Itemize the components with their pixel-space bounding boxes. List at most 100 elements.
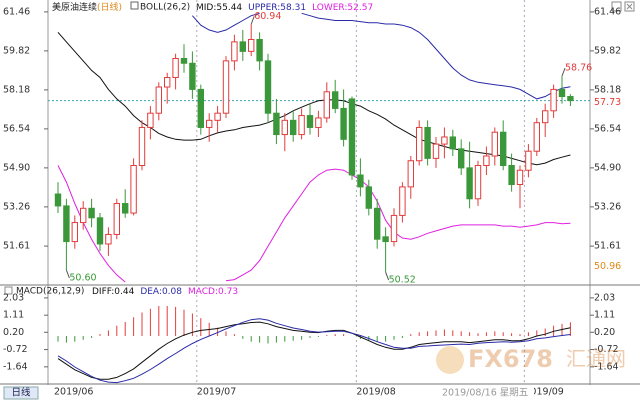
candle-body	[508, 164, 515, 186]
legend-entry: UPPER:58.31	[248, 3, 306, 13]
annotation: 60.94	[254, 11, 281, 22]
candle-body	[567, 96, 574, 102]
y-tick-label: 51.61	[3, 241, 30, 252]
y-tick-label: 56.54	[3, 123, 30, 134]
y-tick-label: 51.61	[594, 241, 621, 252]
window-icons	[611, 1, 635, 12]
annotation: 50.60	[69, 273, 96, 284]
y-tick-label: -0.72	[3, 344, 28, 355]
annotation: 50.52	[389, 275, 416, 286]
candle-body	[315, 117, 322, 128]
restore-button[interactable]	[611, 1, 622, 12]
candle-body	[189, 62, 196, 90]
candle-body	[323, 91, 331, 119]
candle-body	[96, 217, 104, 245]
y-tick-label: 61.46	[594, 6, 621, 17]
candle-body	[332, 91, 339, 109]
watermark-logo	[436, 346, 464, 374]
legend: MID:55.44 UPPER:58.31 LOWER:52.57	[196, 3, 373, 13]
cursor-date-box	[438, 386, 534, 399]
candle-body	[88, 207, 95, 219]
y-tick-label: 59.82	[594, 45, 621, 56]
period-tab-label[interactable]: 日线	[11, 387, 31, 399]
close-glyph	[626, 3, 633, 10]
candle-body	[340, 107, 347, 140]
candle-body	[407, 160, 415, 188]
watermark: FX678 汇通网	[436, 345, 626, 374]
annotation-leader	[385, 271, 390, 281]
y-tick-label: 59.82	[3, 45, 30, 56]
candle-body	[180, 57, 188, 64]
indicator-name: BOLL(26,2)	[140, 3, 190, 13]
candle-body	[290, 119, 297, 136]
period: (日线)	[97, 1, 122, 13]
indicator-icon[interactable]	[130, 1, 139, 10]
close-button[interactable]	[624, 1, 635, 12]
candle-body	[281, 119, 289, 136]
watermark-brand: FX678	[468, 345, 553, 373]
y-tick-label: 2.03	[594, 292, 615, 303]
candle-body	[273, 112, 280, 136]
candle-body	[147, 112, 154, 128]
candle-body	[130, 164, 137, 214]
y-tick-label: -1.64	[594, 361, 619, 372]
candle-body	[256, 38, 263, 62]
x-tick-label: 2019/09	[524, 387, 563, 398]
side-marker-label: 50.96	[594, 261, 621, 272]
candle-body	[80, 207, 87, 224]
watermark-site: 汇通网	[566, 347, 626, 371]
last-price-label: 57.73	[594, 97, 621, 108]
candle-body	[122, 203, 129, 214]
header-line: 美原油连续(日线)	[52, 1, 122, 13]
candle-body	[264, 60, 272, 114]
candle-body	[248, 38, 255, 52]
x-tick-label: 2019/06	[54, 387, 93, 398]
y-tick-label: 0.20	[594, 327, 615, 338]
legend-entry: MACD:0.73	[188, 287, 238, 297]
candle-body	[491, 131, 499, 157]
y-tick-label: 0.20	[3, 327, 24, 338]
y-tick-label: 2.03	[3, 292, 24, 303]
candle-body	[466, 167, 473, 200]
y-tick-label: 53.26	[594, 201, 621, 212]
x-tick-label: 2019/07	[197, 387, 236, 398]
y-tick-label: -1.64	[3, 361, 28, 372]
candle-body	[416, 126, 423, 162]
candle-body	[458, 148, 465, 169]
candle-body	[206, 119, 213, 128]
boll-line	[192, 12, 571, 100]
y-tick-label: 1.11	[594, 310, 615, 321]
period-tab[interactable]	[3, 386, 39, 400]
boll-line	[57, 31, 571, 166]
candle-body	[533, 122, 540, 152]
boll-line	[57, 165, 571, 283]
candle-body	[222, 60, 230, 114]
candle-body	[500, 131, 507, 166]
annotation-leader	[250, 16, 255, 25]
candle-body	[382, 236, 389, 243]
candle-body	[54, 193, 62, 207]
candle-body	[550, 88, 557, 112]
candle-body	[449, 136, 457, 150]
candle-body	[63, 205, 70, 243]
y-tick-label: -0.72	[594, 344, 619, 355]
candle-body	[483, 155, 490, 166]
instrument: 美原油连续	[52, 1, 97, 13]
candle-body	[525, 150, 532, 171]
candle-body	[71, 222, 78, 243]
candle-body	[474, 164, 482, 200]
candle-body	[155, 86, 163, 114]
candle-body	[542, 110, 549, 124]
panel-icon[interactable]	[4, 286, 13, 295]
candle-body	[441, 136, 448, 145]
candle-body	[105, 233, 112, 245]
annotation-leader	[65, 269, 70, 279]
candle-body	[424, 126, 431, 159]
y-tick-label: 54.90	[3, 162, 30, 173]
candle-body	[348, 98, 356, 176]
candle-body	[214, 112, 221, 121]
macd-line	[57, 318, 571, 384]
candle-body	[306, 115, 314, 128]
